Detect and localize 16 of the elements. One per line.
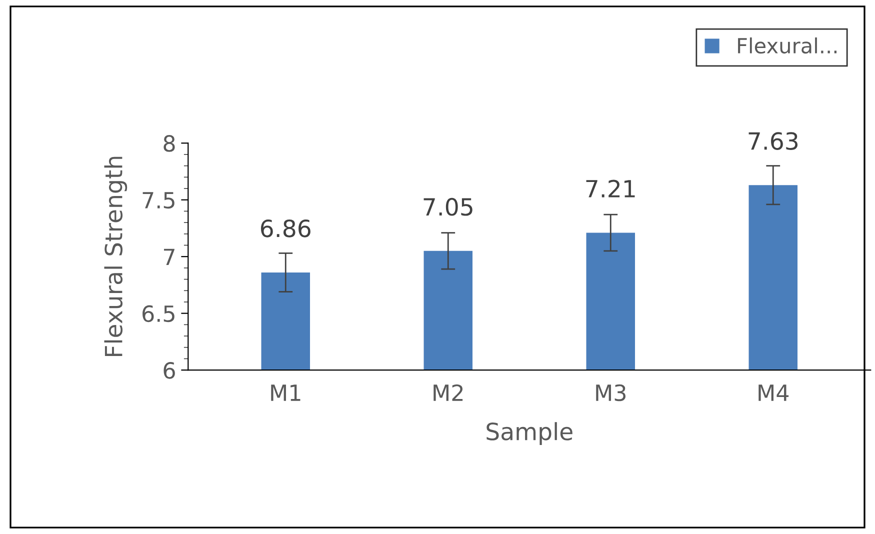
data-label: 7.21: [586, 180, 635, 198]
x-tick-label: M2: [434, 384, 463, 401]
x-tick-label: M3: [596, 384, 626, 402]
y-tick-label: 6: [164, 362, 175, 379]
data-label: 6.86: [260, 219, 310, 238]
legend-label: Flexural...: [738, 37, 837, 54]
data-label: 7.63: [748, 132, 798, 150]
x-tick-label: M1: [271, 384, 300, 401]
y-axis-title: Flexural Strength: [104, 156, 128, 356]
y-tick-label: 6.5: [142, 305, 174, 322]
x-tick-label: M4: [758, 384, 789, 401]
y-tick-label: 8: [164, 135, 175, 152]
x-axis-title: Sample: [486, 422, 572, 445]
y-tick-label: 7.5: [142, 192, 174, 209]
data-label: 7.05: [424, 198, 472, 216]
y-tick-label: 7: [164, 248, 174, 266]
